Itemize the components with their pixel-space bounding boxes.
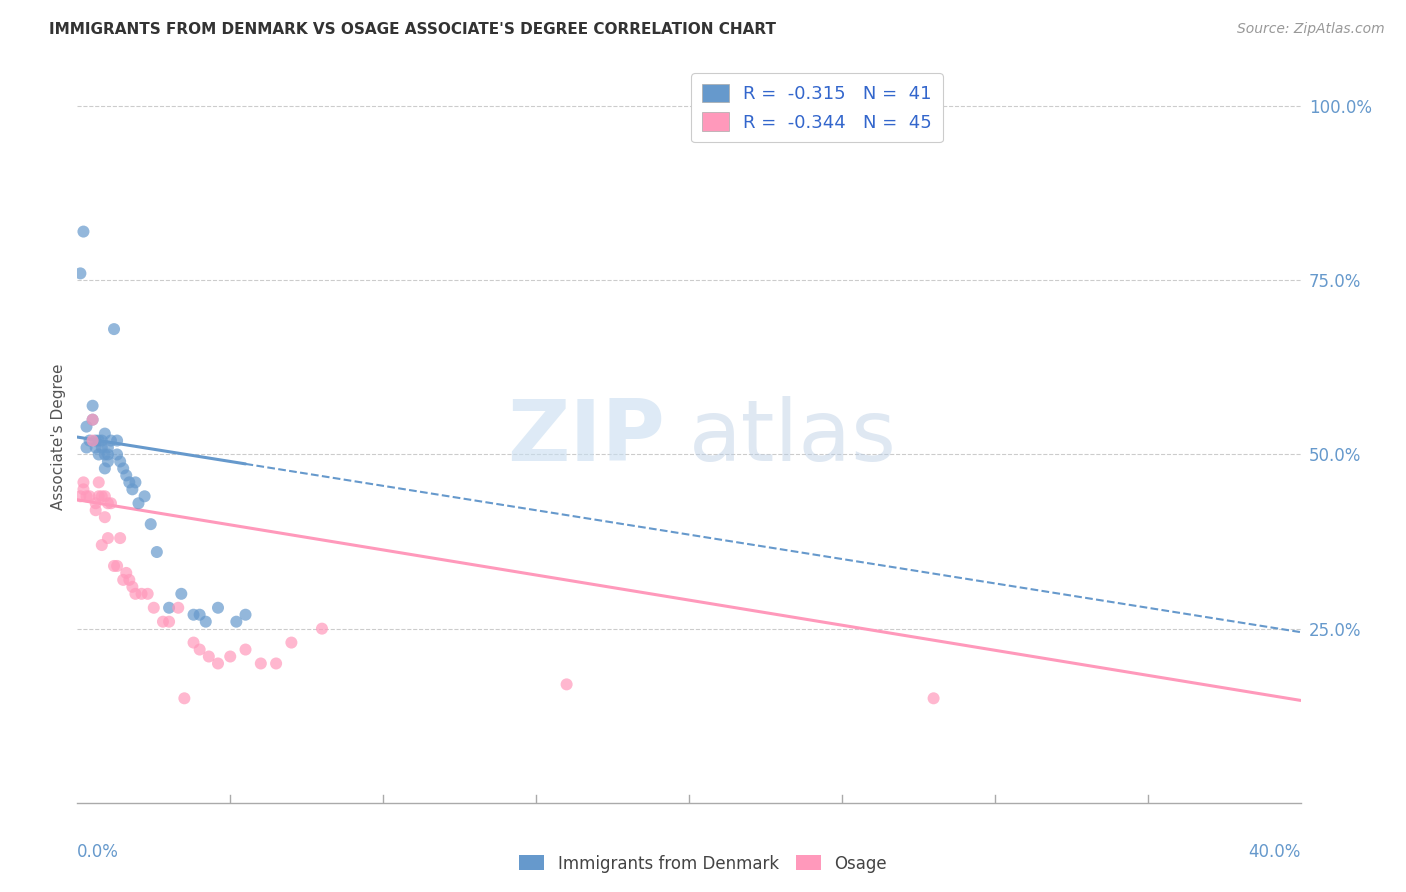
Point [84,503,107,517]
Point [219,649,242,664]
Point [87,475,110,490]
Point [90,489,112,503]
Point [922,691,945,706]
Point [142,600,165,615]
Y-axis label: Associate's Degree: Associate's Degree [51,364,66,510]
Point [124,587,146,601]
Point [84,496,107,510]
Point [115,566,138,580]
Point [94,489,117,503]
Point [108,531,131,545]
Text: atlas: atlas [689,395,897,479]
Point [235,642,257,657]
Point [152,615,174,629]
Text: 0.0%: 0.0% [77,843,120,861]
Point [139,517,162,532]
Point [112,573,135,587]
Point [105,434,128,448]
Point [124,475,146,490]
Point [198,649,221,664]
Point [157,600,180,615]
Legend: R =  -0.315   N =  41, R =  -0.344   N =  45: R = -0.315 N = 41, R = -0.344 N = 45 [690,73,943,143]
Legend: Immigrants from Denmark, Osage: Immigrants from Denmark, Osage [513,848,893,880]
Point [90,538,112,552]
Point [103,322,125,336]
Point [84,441,107,455]
Point [264,657,287,671]
Point [97,531,120,545]
Point [108,454,131,468]
Point [207,600,229,615]
Point [76,419,98,434]
Point [121,580,143,594]
Point [87,448,110,462]
Point [194,615,217,629]
Point [207,657,229,671]
Point [84,434,107,448]
Point [157,615,180,629]
Text: 40.0%: 40.0% [1249,843,1301,861]
Point [146,545,169,559]
Point [167,600,190,615]
Point [72,483,94,497]
Point [87,489,110,503]
Point [105,448,128,462]
Point [128,496,150,510]
Point [94,448,117,462]
Point [188,607,211,622]
Point [82,412,104,426]
Point [76,489,98,503]
Point [103,558,125,573]
Point [118,573,141,587]
Point [100,496,122,510]
Text: ZIP: ZIP [506,395,665,479]
Point [121,483,143,497]
Point [250,657,273,671]
Point [134,489,156,503]
Point [94,461,117,475]
Point [97,496,120,510]
Point [100,434,122,448]
Point [235,607,257,622]
Point [311,622,333,636]
Point [555,677,578,691]
Point [94,426,117,441]
Point [79,489,101,503]
Point [170,587,193,601]
Point [82,399,104,413]
Point [188,642,211,657]
Point [97,441,120,455]
Point [82,434,104,448]
Point [69,266,91,280]
Point [87,434,110,448]
Point [105,558,128,573]
Point [183,607,205,622]
Point [94,510,117,524]
Point [280,635,302,649]
Point [69,489,91,503]
Text: IMMIGRANTS FROM DENMARK VS OSAGE ASSOCIATE'S DEGREE CORRELATION CHART: IMMIGRANTS FROM DENMARK VS OSAGE ASSOCIA… [49,22,776,37]
Point [115,468,138,483]
Point [79,434,101,448]
Point [97,448,120,462]
Point [82,412,104,426]
Point [136,587,159,601]
Point [183,635,205,649]
Point [131,587,153,601]
Point [72,475,94,490]
Point [72,225,94,239]
Point [90,434,112,448]
Point [90,441,112,455]
Point [225,615,247,629]
Point [173,691,195,706]
Point [112,461,135,475]
Point [76,441,98,455]
Point [118,475,141,490]
Text: Source: ZipAtlas.com: Source: ZipAtlas.com [1237,22,1385,37]
Point [97,454,120,468]
